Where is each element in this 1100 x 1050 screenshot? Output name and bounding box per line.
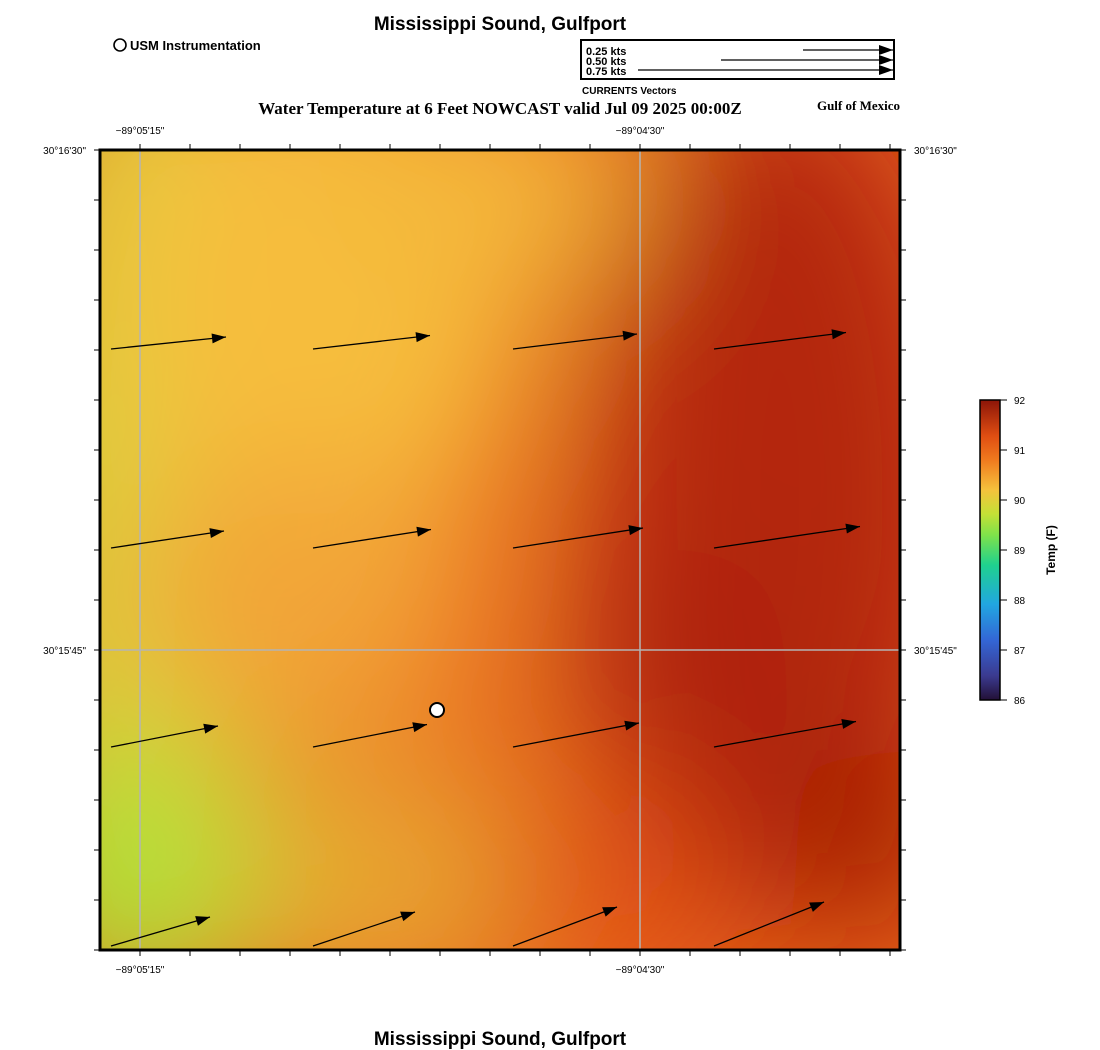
colorbar-tick-label-91: 91 (1014, 446, 1026, 457)
colorbar-tick-label-86: 86 (1014, 696, 1026, 707)
station-legend: USM Instrumentation (113, 38, 261, 53)
current-vector-4-1 (110, 916, 211, 947)
vector-legend-label-2: 0.50 kts (586, 56, 626, 68)
lon-label-top-2: −89°04'30" (616, 126, 665, 137)
lat-label-left-1: 30°16'30" (43, 146, 86, 157)
current-vector-2-2 (312, 526, 432, 549)
vector-legend-caption: CURRENTS Vectors (582, 86, 677, 97)
vector-legend-arrow-3 (638, 65, 893, 75)
lat-label-left-2: 30°15'45" (43, 646, 86, 657)
current-vector-3-2 (312, 722, 428, 748)
usm-station-marker-icon[interactable] (429, 702, 445, 718)
vector-legend: 0.25 kts 0.50 kts 0.75 kts CURRENTS Vect… (580, 39, 895, 97)
station-legend-label: USM Instrumentation (130, 38, 261, 53)
current-vector-3-3 (512, 720, 640, 748)
current-vector-3-1 (110, 723, 219, 748)
lon-labels: −89°05'15" −89°04'30" −89°05'15" −89°04'… (116, 126, 665, 976)
graticule (100, 150, 900, 950)
frame-ticks (94, 144, 906, 956)
colorbar-label: Temp (F) (1044, 525, 1058, 575)
current-vector-3-4 (713, 719, 857, 748)
colorbar-tick-label-90: 90 (1014, 496, 1026, 507)
vector-legend-label-3: 0.75 kts (586, 66, 626, 78)
lat-label-right-2: 30°15'45" (914, 646, 957, 657)
current-vector-2-4 (713, 523, 861, 549)
current-vector-2-1 (110, 528, 225, 549)
colorbar-tick-label-87: 87 (1014, 646, 1026, 657)
lon-label-bottom-1: −89°05'15" (116, 965, 165, 976)
colorbar-tick-label-92: 92 (1014, 396, 1026, 407)
current-vector-4-2 (312, 911, 416, 947)
current-vectors (110, 329, 861, 947)
lon-label-top-1: −89°05'15" (116, 126, 165, 137)
current-vector-1-1 (110, 333, 227, 350)
region-label: Gulf of Mexico (817, 98, 900, 113)
current-vector-1-3 (512, 330, 638, 350)
temperature-field (100, 150, 900, 950)
colorbar-tick-label-89: 89 (1014, 546, 1026, 557)
map-title: Mississippi Sound, Gulfport (374, 14, 627, 35)
colorbar-tick-label-88: 88 (1014, 596, 1026, 607)
colorbar-ramp (979, 399, 1001, 701)
current-vector-1-2 (312, 332, 431, 350)
current-vector-2-3 (512, 525, 644, 549)
vector-legend-arrow-1 (803, 45, 893, 55)
lat-labels: 30°16'30" 30°15'45" 30°16'30" 30°15'45" (43, 146, 957, 657)
current-vector-4-4 (713, 901, 825, 947)
map-subtitle: Water Temperature at 6 Feet NOWCAST vali… (258, 99, 742, 118)
colorbar: 86 87 88 89 90 91 92 Temp (F) (979, 396, 1058, 707)
current-vector-1-4 (713, 329, 847, 350)
vector-legend-label-1: 0.25 kts (586, 46, 626, 58)
lat-label-right-1: 30°16'30" (914, 146, 957, 157)
vector-legend-arrow-2 (721, 55, 893, 65)
lon-label-bottom-2: −89°04'30" (616, 965, 665, 976)
current-vector-4-3 (512, 906, 618, 947)
footer-title: Mississippi Sound, Gulfport (374, 1029, 627, 1050)
station-legend-marker-icon (113, 38, 127, 52)
